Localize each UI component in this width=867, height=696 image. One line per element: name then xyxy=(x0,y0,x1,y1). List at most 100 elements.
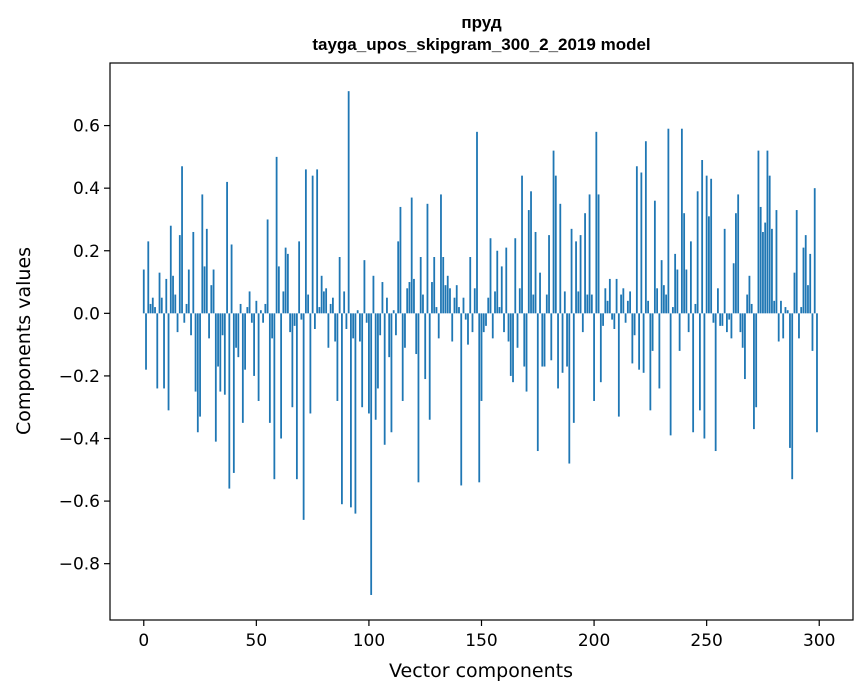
bar xyxy=(532,294,535,314)
bar xyxy=(332,297,334,314)
bar xyxy=(617,313,620,417)
bar xyxy=(386,297,388,314)
bar xyxy=(620,294,622,314)
bar xyxy=(178,235,181,314)
bar xyxy=(696,191,699,314)
bar xyxy=(485,313,487,326)
bar xyxy=(203,266,206,314)
bar xyxy=(372,275,375,314)
bar xyxy=(460,313,463,486)
bar xyxy=(622,288,625,314)
bar xyxy=(683,213,686,314)
bar xyxy=(147,241,150,314)
bar xyxy=(219,313,222,392)
bar xyxy=(762,231,764,314)
bar xyxy=(453,297,456,314)
bar xyxy=(577,291,580,314)
bar xyxy=(404,313,406,348)
bar xyxy=(536,313,539,452)
bar xyxy=(629,291,631,314)
bar xyxy=(235,313,237,348)
bar xyxy=(325,288,328,314)
bar xyxy=(397,241,400,314)
bar xyxy=(523,313,526,367)
bar xyxy=(588,194,591,314)
bar xyxy=(579,235,582,314)
bar xyxy=(714,313,717,452)
bar xyxy=(750,303,753,314)
y-tick-label: −0.8 xyxy=(59,555,100,575)
bar xyxy=(739,313,742,333)
bar xyxy=(482,313,485,333)
bar xyxy=(422,294,424,314)
bar xyxy=(721,313,724,326)
bar xyxy=(226,181,228,314)
bar xyxy=(548,235,550,314)
bar xyxy=(347,91,350,314)
x-tick-label: 0 xyxy=(138,631,149,651)
bar xyxy=(228,313,231,489)
bar xyxy=(462,297,465,314)
bar-series xyxy=(142,91,818,595)
bar xyxy=(708,216,710,314)
bar xyxy=(521,175,523,314)
bar xyxy=(802,247,805,314)
bar xyxy=(169,225,172,314)
bar xyxy=(282,291,285,314)
bar xyxy=(417,313,420,483)
bar xyxy=(352,313,355,339)
bar xyxy=(212,269,215,314)
bar xyxy=(514,238,517,314)
bar xyxy=(334,313,337,342)
bar xyxy=(199,313,201,417)
bar xyxy=(399,206,402,314)
bar xyxy=(163,313,165,389)
bar xyxy=(726,313,728,333)
bar xyxy=(644,141,647,314)
bar xyxy=(793,272,796,314)
bar xyxy=(753,313,755,430)
bar xyxy=(777,313,780,342)
bar xyxy=(766,150,769,314)
bar xyxy=(771,228,773,314)
bar xyxy=(496,250,499,314)
bar xyxy=(313,313,316,329)
bar xyxy=(545,294,548,314)
bar xyxy=(365,313,368,323)
bar xyxy=(509,313,512,376)
bar xyxy=(230,244,233,314)
bar xyxy=(408,282,411,314)
bar xyxy=(255,300,258,314)
bar xyxy=(271,313,274,339)
bar xyxy=(665,294,668,314)
bar xyxy=(473,288,476,314)
bar xyxy=(246,307,249,314)
bar xyxy=(244,313,246,370)
bar xyxy=(498,307,501,314)
bar xyxy=(471,313,474,333)
bar xyxy=(699,313,701,411)
bar xyxy=(804,235,807,314)
bar xyxy=(248,291,251,314)
bar xyxy=(237,313,240,358)
bar xyxy=(442,257,445,314)
bar xyxy=(649,313,652,411)
bar xyxy=(257,313,260,401)
bar xyxy=(712,313,715,323)
bar xyxy=(595,131,598,314)
bar xyxy=(208,313,210,339)
bar xyxy=(446,275,449,314)
bar xyxy=(568,313,571,464)
bar xyxy=(174,294,177,314)
bar xyxy=(660,260,663,314)
bar xyxy=(194,313,197,392)
bar xyxy=(687,313,690,333)
bar xyxy=(717,288,719,314)
bar xyxy=(798,313,800,339)
bar xyxy=(185,303,188,314)
bar xyxy=(280,313,283,439)
bar xyxy=(489,238,492,314)
bar xyxy=(329,303,332,314)
bar xyxy=(415,313,418,355)
bar xyxy=(259,310,262,314)
